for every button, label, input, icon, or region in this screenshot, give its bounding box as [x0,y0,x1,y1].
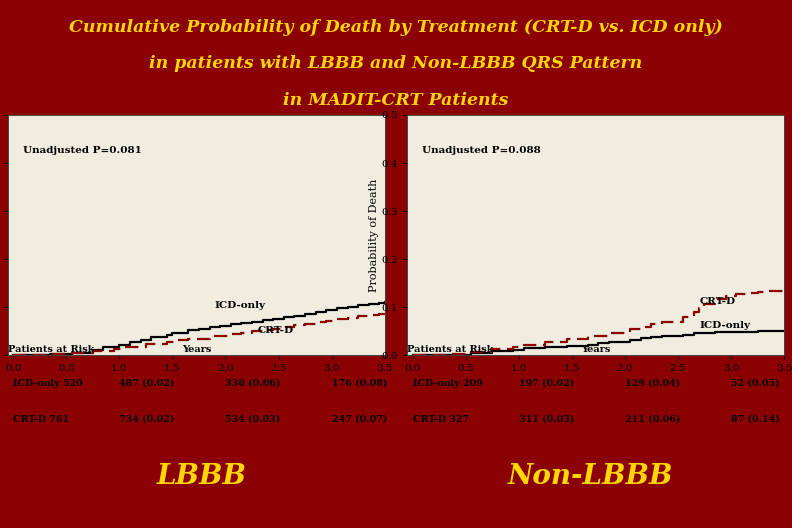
Text: 487 (0.02): 487 (0.02) [120,379,175,388]
Text: 129 (0.04): 129 (0.04) [625,379,680,388]
Text: ICD-only: ICD-only [699,322,750,331]
Text: 336 (0.06): 336 (0.06) [226,379,281,388]
Text: Patients at Risk: Patients at Risk [407,345,493,354]
Text: ICD-only 520: ICD-only 520 [13,379,83,388]
Text: 247 (0.07): 247 (0.07) [332,415,387,424]
Text: Non-LBBB: Non-LBBB [508,463,672,490]
Text: 87 (0.14): 87 (0.14) [731,415,780,424]
Text: in MADIT-CRT Patients: in MADIT-CRT Patients [284,92,508,109]
Text: 534 (0.03): 534 (0.03) [226,415,280,424]
Text: Unadjusted P=0.088: Unadjusted P=0.088 [422,146,541,155]
Text: CRT-D 761: CRT-D 761 [13,415,70,424]
Text: Years: Years [181,345,211,354]
Text: 734 (0.02): 734 (0.02) [120,415,175,424]
Text: in patients with LBBB and Non-LBBB QRS Pattern: in patients with LBBB and Non-LBBB QRS P… [150,55,642,72]
Text: Unadjusted P=0.081: Unadjusted P=0.081 [23,146,142,155]
Text: CRT-D: CRT-D [699,297,735,306]
Text: 211 (0.06): 211 (0.06) [625,415,680,424]
Text: 311 (0.03): 311 (0.03) [519,415,574,424]
Text: 197 (0.02): 197 (0.02) [519,379,574,388]
Text: 176 (0.08): 176 (0.08) [332,379,387,388]
Text: LBBB: LBBB [157,463,247,490]
Text: ICD-only: ICD-only [215,301,266,310]
Text: Years: Years [581,345,611,354]
Y-axis label: Probability of Death: Probability of Death [369,178,379,292]
Text: CRT-D: CRT-D [257,326,294,335]
Text: Cumulative Probability of Death by Treatment (CRT-D vs. ICD only): Cumulative Probability of Death by Treat… [69,18,723,35]
Text: 52 (0.05): 52 (0.05) [731,379,779,388]
Text: ICD-only 209: ICD-only 209 [413,379,482,388]
Text: Patients at Risk: Patients at Risk [8,345,94,354]
Text: CRT-D 327: CRT-D 327 [413,415,469,424]
